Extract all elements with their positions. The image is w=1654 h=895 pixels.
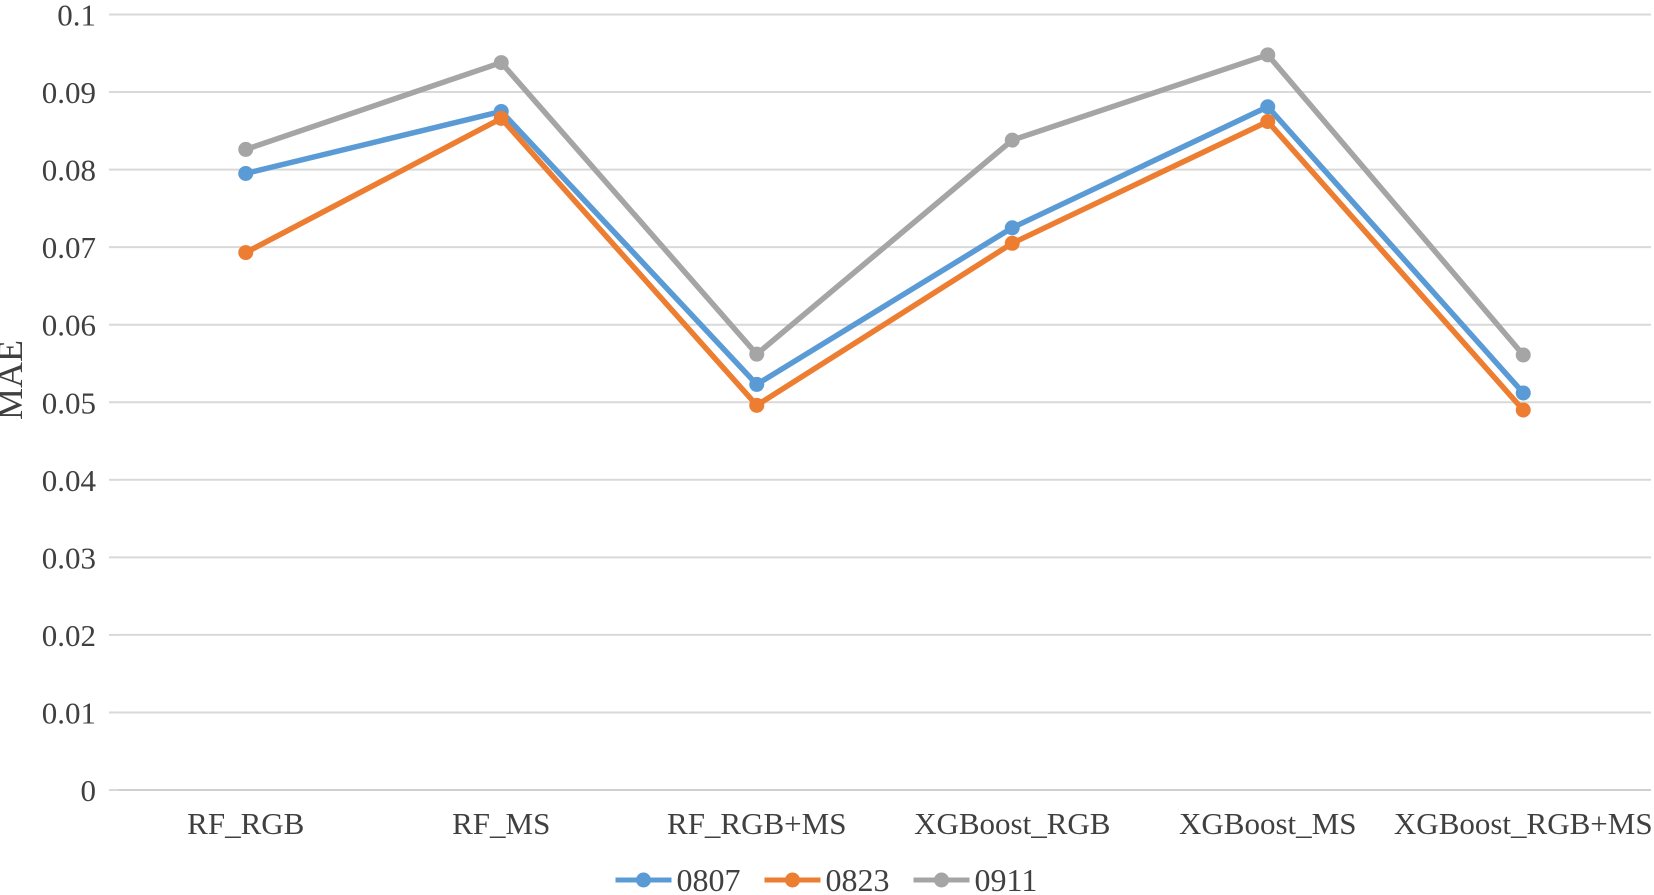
data-point-0807 [1515,385,1531,401]
y-tick-label: 0.04 [42,463,97,498]
data-point-0911 [493,55,509,71]
x-category-label: RF_RGB [187,806,304,841]
data-point-0823 [1260,114,1276,130]
data-point-0911 [749,346,765,362]
legend-label-0911: 0911 [975,862,1038,895]
legend-marker-0807 [636,872,651,888]
y-tick-label: 0.02 [42,618,96,653]
series-line-0911 [243,52,1526,358]
data-point-0807 [1004,220,1020,236]
x-category-label: RF_RGB+MS [667,806,846,841]
x-category-label: XGBoost_RGB [914,806,1110,841]
legend-marker-0911 [934,872,949,888]
data-point-0823 [1004,235,1020,251]
data-point-0823 [1515,402,1531,418]
y-tick-label: 0.1 [57,0,96,33]
data-point-0807 [1260,99,1276,115]
data-point-0823 [238,245,254,261]
series-line-0823 [243,115,1526,413]
legend-marker-0823 [785,872,800,888]
y-tick-label: 0.03 [42,540,96,575]
y-tick-label: 0.05 [42,385,96,420]
y-axis-title: MAE [0,340,30,420]
data-point-0911 [238,141,254,157]
x-category-label: RF_MS [452,806,550,841]
x-category-label: XGBoost_RGB+MS [1394,806,1653,841]
data-point-0823 [749,397,765,413]
legend-label-0823: 0823 [826,862,890,895]
data-point-0911 [1515,347,1531,363]
x-category-label: XGBoost_MS [1179,806,1356,841]
series-line-0807 [243,104,1526,396]
y-tick-label: 0.07 [42,230,96,265]
legend-label-0807: 0807 [677,862,741,895]
data-point-0823 [493,110,509,126]
data-point-0911 [1260,47,1276,63]
y-tick-label: 0 [81,773,97,808]
data-point-0911 [1004,132,1020,148]
data-point-0807 [749,376,765,392]
y-tick-label: 0.01 [42,695,96,730]
data-point-0807 [238,165,254,181]
y-tick-label: 0.08 [42,153,96,188]
y-tick-label: 0.09 [42,75,96,110]
y-tick-label: 0.06 [42,308,96,343]
